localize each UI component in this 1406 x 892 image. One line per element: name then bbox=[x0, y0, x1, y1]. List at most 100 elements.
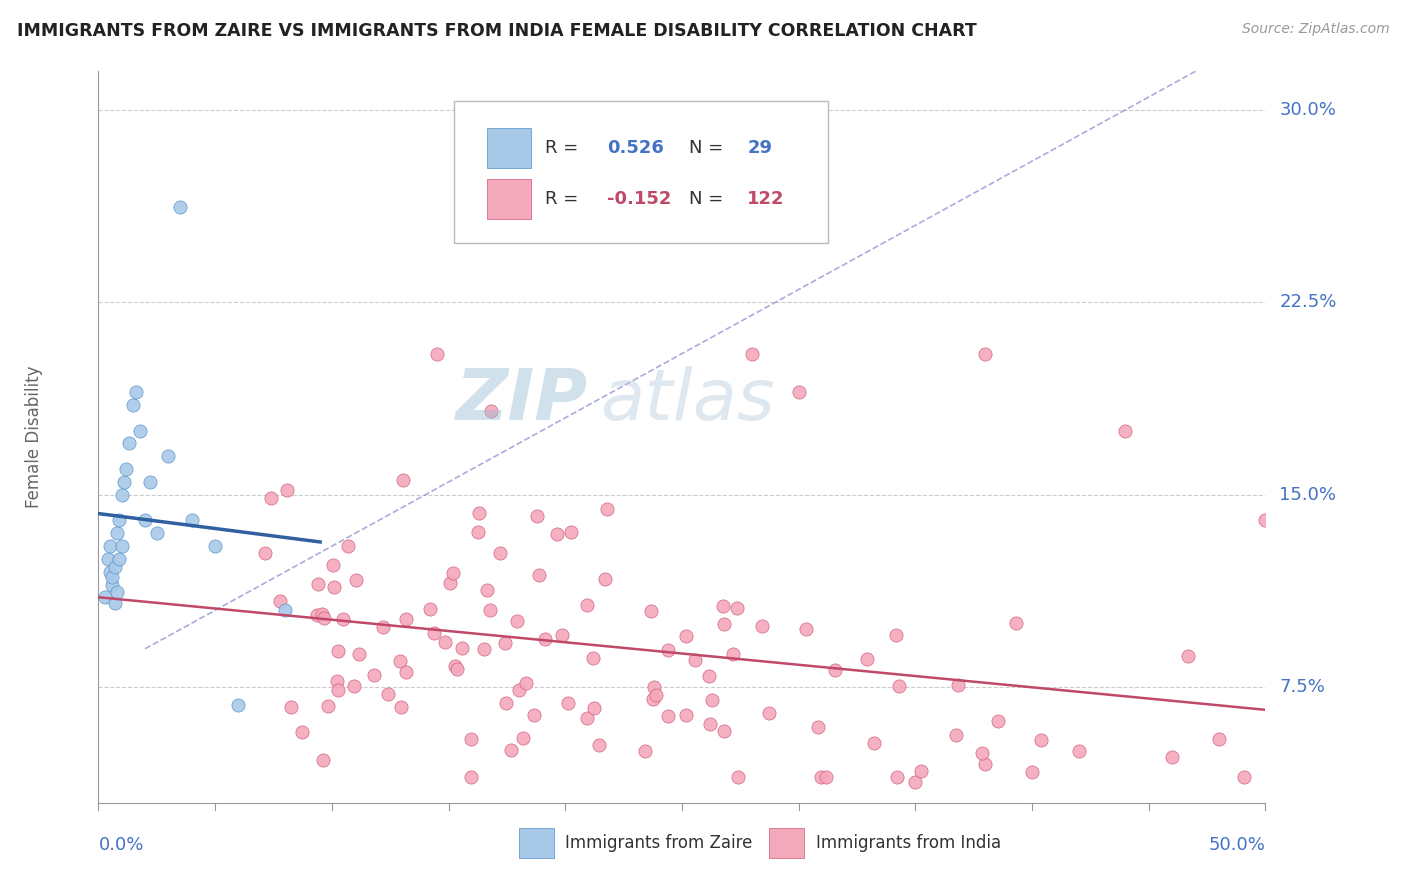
Text: 122: 122 bbox=[747, 190, 785, 209]
Point bbox=[582, 700, 605, 714]
Point bbox=[1021, 764, 1043, 779]
Point bbox=[122, 398, 145, 412]
Point bbox=[94, 591, 117, 605]
Point bbox=[307, 576, 329, 591]
Point bbox=[683, 653, 706, 667]
Point bbox=[468, 506, 491, 520]
Point bbox=[560, 525, 582, 540]
Point bbox=[863, 737, 886, 751]
Point bbox=[104, 596, 127, 610]
Point bbox=[104, 559, 127, 574]
Point bbox=[582, 651, 605, 665]
Point bbox=[499, 743, 522, 757]
Point bbox=[475, 583, 498, 598]
Point bbox=[751, 619, 773, 633]
Point bbox=[657, 643, 679, 657]
Point bbox=[105, 526, 128, 541]
Point bbox=[534, 632, 557, 647]
Point bbox=[423, 626, 446, 640]
Point bbox=[494, 636, 516, 650]
Point bbox=[441, 566, 464, 580]
Text: ZIP: ZIP bbox=[457, 366, 589, 435]
Text: Immigrants from India: Immigrants from India bbox=[815, 834, 1001, 852]
Point bbox=[1114, 424, 1136, 438]
Point bbox=[515, 676, 537, 690]
Point bbox=[389, 654, 412, 668]
Point bbox=[645, 688, 668, 702]
Point bbox=[576, 598, 599, 612]
Point bbox=[344, 573, 367, 587]
Point bbox=[1233, 770, 1256, 784]
Point bbox=[904, 775, 927, 789]
Point bbox=[758, 706, 780, 721]
Point bbox=[723, 648, 745, 662]
Point bbox=[546, 526, 568, 541]
Point bbox=[363, 668, 385, 682]
Point bbox=[948, 678, 970, 692]
Point bbox=[479, 404, 502, 418]
Point bbox=[98, 565, 121, 579]
Point bbox=[336, 539, 359, 553]
Point bbox=[332, 612, 354, 626]
Point bbox=[326, 643, 349, 657]
Point bbox=[713, 617, 735, 632]
Point bbox=[98, 539, 121, 553]
Point bbox=[508, 682, 530, 697]
FancyBboxPatch shape bbox=[769, 829, 804, 858]
Point bbox=[325, 673, 347, 688]
Point bbox=[856, 652, 879, 666]
Point bbox=[910, 764, 932, 779]
Point bbox=[108, 514, 131, 528]
Point bbox=[322, 558, 344, 572]
Point bbox=[108, 552, 131, 566]
Point bbox=[1177, 649, 1199, 664]
Text: 30.0%: 30.0% bbox=[1279, 101, 1336, 119]
Point bbox=[290, 724, 312, 739]
Text: R =: R = bbox=[546, 139, 585, 157]
Point bbox=[433, 635, 456, 649]
Point bbox=[280, 700, 302, 714]
Point bbox=[1161, 749, 1184, 764]
Point bbox=[134, 514, 156, 528]
Point bbox=[389, 700, 412, 714]
Point bbox=[495, 696, 517, 710]
Point bbox=[125, 385, 148, 400]
Point bbox=[444, 659, 467, 673]
Point bbox=[305, 608, 328, 623]
Point bbox=[588, 738, 610, 752]
Point bbox=[741, 346, 763, 360]
FancyBboxPatch shape bbox=[486, 128, 531, 169]
Text: IMMIGRANTS FROM ZAIRE VS IMMIGRANTS FROM INDIA FEMALE DISABILITY CORRELATION CHA: IMMIGRANTS FROM ZAIRE VS IMMIGRANTS FROM… bbox=[17, 22, 977, 40]
Point bbox=[699, 716, 721, 731]
Point bbox=[1029, 733, 1052, 747]
Point bbox=[169, 200, 191, 214]
Point bbox=[551, 628, 574, 642]
Point bbox=[727, 770, 749, 784]
Point bbox=[115, 462, 138, 476]
Point bbox=[269, 594, 291, 608]
Point bbox=[260, 491, 283, 505]
Point bbox=[523, 708, 546, 723]
Point bbox=[527, 567, 550, 582]
Point bbox=[725, 601, 748, 615]
Point bbox=[557, 697, 579, 711]
Point bbox=[395, 612, 418, 626]
Text: atlas: atlas bbox=[600, 366, 775, 435]
Point bbox=[887, 679, 910, 693]
Point bbox=[419, 602, 441, 616]
Point bbox=[446, 662, 468, 676]
Point bbox=[675, 708, 697, 723]
Point bbox=[657, 708, 679, 723]
Point bbox=[460, 770, 482, 784]
Point bbox=[675, 629, 697, 643]
Text: N =: N = bbox=[689, 139, 728, 157]
Point bbox=[157, 450, 180, 464]
Point bbox=[787, 385, 810, 400]
Point bbox=[129, 424, 152, 438]
Point bbox=[111, 539, 134, 553]
Text: 29: 29 bbox=[747, 139, 772, 157]
Point bbox=[643, 691, 665, 706]
Point bbox=[1067, 744, 1090, 758]
FancyBboxPatch shape bbox=[486, 179, 531, 219]
Point bbox=[228, 698, 250, 713]
